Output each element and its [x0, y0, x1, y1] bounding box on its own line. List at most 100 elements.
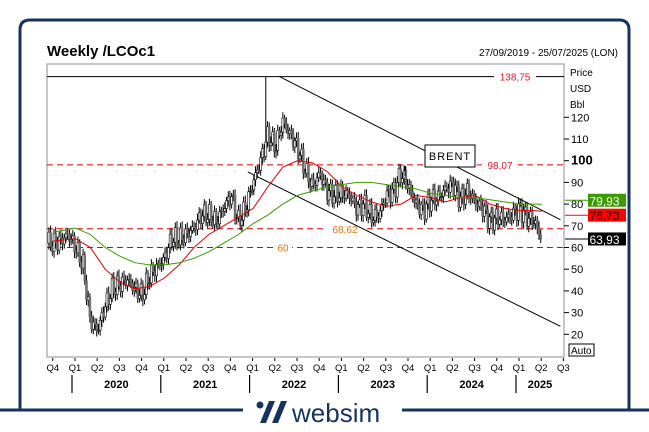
- candle-body: [484, 205, 488, 211]
- y-tick-label: 30: [571, 308, 583, 320]
- quarter-label: Q1: [157, 363, 170, 374]
- auto-button-box[interactable]: [568, 343, 595, 357]
- candle-body: [223, 208, 227, 212]
- candle-body: [218, 211, 221, 225]
- candle-body: [378, 210, 382, 219]
- y-tick-label: 80: [571, 199, 583, 211]
- year-label: 2023: [371, 379, 395, 391]
- candle-body: [395, 182, 399, 198]
- candle-body: [54, 233, 58, 243]
- auto-button-label[interactable]: Auto: [571, 346, 592, 357]
- level-label-bg: [482, 158, 518, 171]
- candle-body: [103, 306, 107, 318]
- candle-body: [459, 197, 462, 208]
- candle-body: [281, 117, 285, 133]
- candle-body: [337, 197, 341, 202]
- candle-body: [366, 213, 370, 218]
- annotation-label: BRENT: [429, 151, 471, 163]
- candle-body: [98, 320, 102, 331]
- year-label: 2022: [282, 379, 306, 391]
- candle-body: [189, 230, 192, 237]
- candle-body: [512, 207, 515, 221]
- candle-body: [196, 219, 199, 230]
- unit-usd: USD: [570, 84, 591, 95]
- candle-body: [319, 172, 322, 176]
- candle-body: [112, 278, 116, 293]
- candle-body: [93, 321, 97, 325]
- candle-body: [49, 231, 52, 247]
- channel-upper-line: [279, 76, 561, 221]
- year-label: 2025: [528, 379, 552, 391]
- candle-body: [68, 233, 71, 242]
- candle-body: [442, 190, 445, 197]
- candle-body: [206, 219, 210, 223]
- candle-body: [315, 177, 319, 186]
- quarter-label: Q1: [246, 363, 259, 374]
- candle-body: [214, 211, 218, 223]
- candle-body: [493, 217, 496, 231]
- price-tag-label: 79,93: [590, 194, 620, 208]
- candle-body: [498, 219, 502, 225]
- candle-body: [327, 190, 331, 201]
- quarter-label: Q2: [446, 363, 459, 374]
- candle-body: [380, 203, 384, 212]
- y-tick-label: 60: [571, 243, 583, 255]
- candle-body: [249, 191, 252, 193]
- candle-body: [273, 131, 276, 153]
- candle-body: [312, 178, 315, 186]
- candle-body: [88, 296, 92, 318]
- quarter-label: Q3: [379, 363, 392, 374]
- quarter-label: Q4: [313, 363, 326, 374]
- candle-body: [457, 185, 461, 208]
- candle-body: [252, 179, 256, 191]
- candle-body: [97, 329, 100, 332]
- candle-body: [185, 228, 189, 234]
- candle-body: [537, 227, 541, 236]
- y-tick-label: 120: [571, 112, 589, 124]
- candle-body: [501, 211, 505, 221]
- x-axis: Q4 Q1 Q2 Q3 Q4 Q1 Q2 Q3 Q4 Q1 Q2 Q3 Q4 Q1 Q2 Q3 Q4 Q1 Q2 Q3…: [46, 358, 570, 393]
- candle-body: [336, 184, 339, 202]
- quarter-label: Q4: [490, 363, 503, 374]
- candle-body: [269, 142, 273, 146]
- candle-body: [404, 170, 408, 186]
- quarter-label: Q4: [135, 363, 148, 374]
- candle-body: [151, 264, 155, 272]
- candle-body: [230, 196, 233, 205]
- y-axis-unit: Price USD Bbl: [570, 68, 593, 111]
- price-tag: [588, 208, 626, 222]
- candle-body: [175, 227, 179, 245]
- quarter-label: Q3: [468, 363, 481, 374]
- candle-body: [85, 280, 88, 301]
- candle-body: [483, 205, 486, 217]
- level-label-bg: [274, 241, 292, 254]
- quarter-label: Q4: [402, 363, 415, 374]
- auto-button[interactable]: Auto: [568, 343, 595, 357]
- candle-body: [353, 197, 356, 203]
- candle-body: [419, 204, 423, 216]
- candle-body: [274, 150, 278, 153]
- candle-body: [144, 273, 148, 295]
- quarter-label: Q2: [91, 363, 104, 374]
- candle-body: [255, 169, 259, 174]
- quarter-label: Q3: [113, 363, 126, 374]
- candle-body: [385, 190, 389, 204]
- candle-body: [247, 191, 251, 211]
- candle-body: [532, 223, 536, 226]
- candle-body: [73, 235, 76, 253]
- candle-body: [416, 199, 420, 205]
- websim-logo: websim: [256, 398, 380, 428]
- y-tick-label: 110: [571, 134, 589, 146]
- candle-body: [425, 203, 428, 220]
- candle-body: [109, 298, 112, 305]
- candle-body: [464, 194, 467, 205]
- plot-content: 138,75 98,07 68,62 60 BRENT: [47, 70, 564, 337]
- candle-body: [204, 204, 208, 223]
- candle-body: [201, 215, 204, 224]
- candle-body: [62, 237, 66, 245]
- candle-body: [435, 200, 438, 206]
- candle-body: [122, 276, 126, 281]
- candle-body: [209, 204, 213, 223]
- candle-body: [401, 178, 404, 184]
